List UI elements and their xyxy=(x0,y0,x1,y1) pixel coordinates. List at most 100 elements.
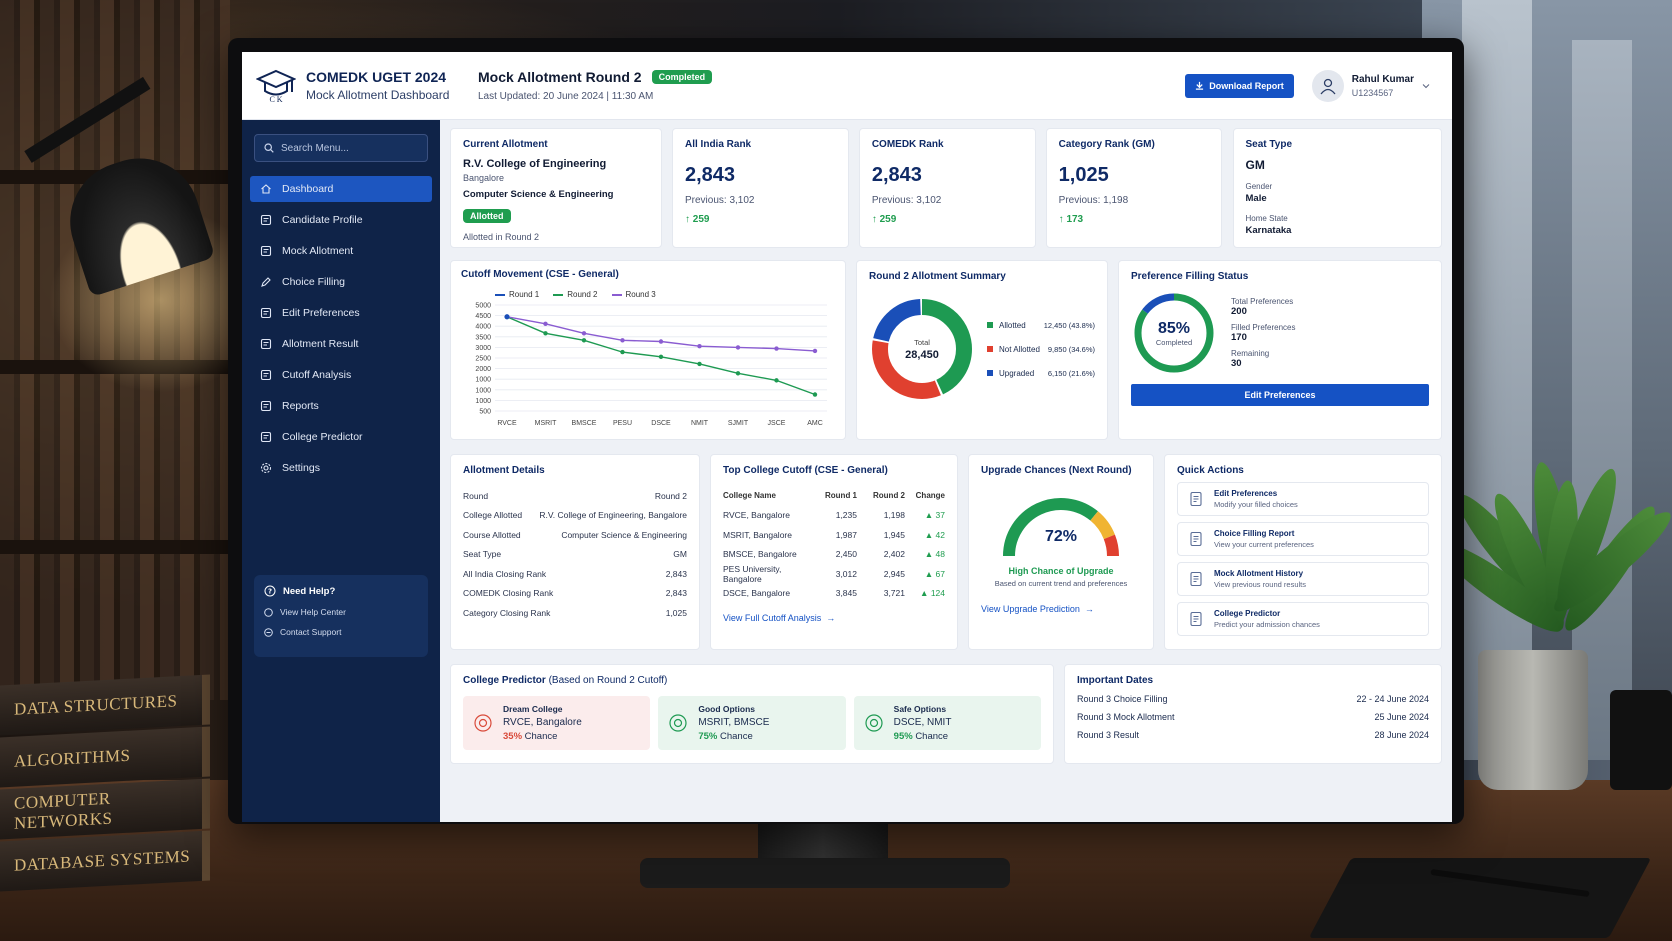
seat-type-title: Seat Type xyxy=(1245,139,1293,150)
data-point xyxy=(774,378,779,383)
sidebar-item-cutoff-analysis[interactable]: Cutoff Analysis xyxy=(250,362,432,388)
quick-action-edit-preferences[interactable]: Edit Preferences Modify your filled choic… xyxy=(1177,482,1429,516)
change-cell: ▲ 42 xyxy=(905,530,945,540)
support-icon xyxy=(264,627,273,637)
view-upgrade-prediction-link[interactable]: View Upgrade Prediction → xyxy=(981,604,1141,614)
y-tick-label: 1000 xyxy=(475,377,491,384)
detail-key: Round xyxy=(463,490,489,501)
detail-key: All India Closing Rank xyxy=(463,568,547,579)
sidebar-item-allotment-result[interactable]: Allotment Result xyxy=(250,331,432,357)
predictor-good-options[interactable]: Good Options MSRIT, BMSCE 75% Chance xyxy=(658,696,846,750)
table-row: MSRIT, Bangalore 1,987 1,945 ▲ 42 xyxy=(723,525,945,545)
view-cutoff-analysis-link[interactable]: View Full Cutoff Analysis → xyxy=(723,613,945,623)
sidebar-item-settings[interactable]: Settings xyxy=(250,455,432,481)
help-center-link[interactable]: View Help Center xyxy=(264,607,418,617)
legend-value: 12,450 (43.8%) xyxy=(1043,320,1095,330)
chevron-down-icon xyxy=(1422,83,1430,88)
search-input[interactable] xyxy=(281,142,411,154)
quick-action-title: Choice Filling Report xyxy=(1214,529,1295,538)
table-row: RVCE, Bangalore 1,235 1,198 ▲ 37 xyxy=(723,506,945,526)
change-cell: ▲ 124 xyxy=(905,588,945,598)
help-box: ? Need Help? View Help Center Contact Su… xyxy=(254,575,428,657)
main-content: Current Allotment R.V. College of Engine… xyxy=(440,120,1452,822)
filled-pref-value: 170 xyxy=(1231,332,1247,343)
contact-support-link[interactable]: Contact Support xyxy=(264,627,418,637)
sidebar-item-choice-filling[interactable]: Choice Filling xyxy=(250,269,432,295)
predictor-safe-options[interactable]: Safe Options DSCE, NMIT 95% Chance xyxy=(853,696,1041,750)
college-name-cell: PES University, Bangalore xyxy=(723,564,782,584)
x-tick-label: JSCE xyxy=(768,420,786,427)
important-dates-title: Important Dates xyxy=(1077,675,1154,686)
edit-preferences-button[interactable]: Edit Preferences xyxy=(1131,384,1429,406)
data-point xyxy=(620,349,625,355)
legend-value: 9,850 (34.6%) xyxy=(1047,344,1095,354)
brand[interactable]: C K COMEDK UGET 2024 Mock Allotment Dash… xyxy=(242,66,460,106)
data-point xyxy=(697,344,702,349)
allotment-details-list: Round Round 2 College Allotted R.V. College… xyxy=(463,486,687,623)
college-name-cell: DSCE, Bangalore xyxy=(723,588,791,599)
top-cutoff-table: College Name Round 1 Round 2 Change RVCE, Ba… xyxy=(723,486,945,603)
edit-icon xyxy=(260,307,272,319)
triangle-up-icon: ▲ xyxy=(924,569,936,579)
gender-label: Gender xyxy=(1245,182,1273,191)
detail-value: R.V. College of Engineering, Bangalore xyxy=(539,510,687,521)
legend-label: Allotted xyxy=(999,320,1026,330)
shelf-board xyxy=(0,540,230,554)
gauge-mid-arc xyxy=(1090,511,1115,540)
detail-row: All India Closing Rank 2,843 xyxy=(463,564,687,584)
rank-card: COMEDK Rank 2,843 Previous: 3,102 ↑ 259 xyxy=(858,128,1036,248)
data-point xyxy=(735,371,741,376)
triangle-up-icon: ▲ xyxy=(924,529,936,540)
sidebar-item-edit-preferences[interactable]: Edit Preferences xyxy=(250,300,432,326)
gear-icon xyxy=(260,462,272,474)
x-tick-label: PESU xyxy=(613,420,632,427)
help-circle-icon: ? xyxy=(264,585,276,597)
x-tick-label: AMC xyxy=(807,420,823,427)
view-upgrade-prediction-label: View Upgrade Prediction xyxy=(981,604,1080,614)
seat-type-value: GM xyxy=(1245,158,1265,172)
search-box[interactable] xyxy=(254,134,428,162)
predictor-dream-college[interactable]: Dream College RVCE, Bangalore 35% Chance xyxy=(463,696,651,750)
date-value: 28 June 2024 xyxy=(1374,730,1429,740)
arrow-up-icon: ↑ xyxy=(1058,214,1067,225)
current-allotment-title: Current Allotment xyxy=(463,139,548,150)
detail-key: Category Closing Rank xyxy=(463,607,551,618)
user-menu[interactable]: Rahul Kumar U1234567 xyxy=(1311,69,1430,102)
quick-action-choice-filling-report[interactable]: Choice Filling Report View your current p… xyxy=(1177,522,1429,556)
download-report-button[interactable]: Download Report xyxy=(1185,73,1294,98)
chart-legend: Round 1 Round 2 Round 3 xyxy=(495,290,835,299)
sidebar-item-candidate-profile[interactable]: Candidate Profile xyxy=(250,207,432,233)
rank-card: All India Rank 2,843 Previous: 3,102 ↑ 259 xyxy=(672,128,849,248)
upgrade-percent: 72% xyxy=(1044,528,1078,545)
legend-label: Not Allotted xyxy=(999,344,1040,354)
y-tick-label: 4500 xyxy=(475,313,491,320)
quick-action-mock-allotment-history[interactable]: Mock Allotment History View previous roun… xyxy=(1177,562,1429,596)
allotted-badge: Allotted xyxy=(463,209,511,223)
book-spine: DATABASE SYSTEMS xyxy=(0,830,210,892)
contact-support-label: Contact Support xyxy=(280,627,342,637)
sidebar-item-reports[interactable]: Reports xyxy=(250,393,432,419)
book-spine: ALGORITHMS xyxy=(0,726,210,788)
rank-previous: Previous: 3,102 xyxy=(871,195,942,206)
quick-action-college-predictor[interactable]: College Predictor Predict your admission … xyxy=(1177,602,1429,636)
remaining-label: Remaining xyxy=(1231,349,1270,358)
preference-status-card: Preference Filling Status 85% Completed … xyxy=(1118,260,1442,440)
sidebar-item-mock-allotment[interactable]: Mock Allotment xyxy=(250,238,432,264)
sidebar-item-dashboard[interactable]: Dashboard xyxy=(250,176,432,202)
triangle-up-icon: ▲ xyxy=(924,510,936,521)
rank-value: 1,025 xyxy=(1058,164,1109,186)
round2-cell: 1,945 xyxy=(883,529,905,540)
edit-doc-icon xyxy=(1190,491,1202,507)
result-icon xyxy=(260,338,272,350)
detail-key: COMEDK Closing Rank xyxy=(463,588,554,599)
rank-cards: All India Rank 2,843 Previous: 3,102 ↑ 259 C… xyxy=(672,128,1223,248)
last-updated: Last Updated: 20 June 2024 | 11:30 AM xyxy=(478,91,654,102)
sidebar-item-college-predictor[interactable]: College Predictor xyxy=(250,424,432,450)
svg-text:C K: C K xyxy=(269,95,282,104)
legend-item: Round 1 xyxy=(495,290,539,299)
id-card-icon xyxy=(260,214,272,226)
page-title: Mock Allotment Round 2 xyxy=(478,69,642,85)
chance-percent: 35% xyxy=(503,731,523,742)
sidebar-item-label: Settings xyxy=(282,462,320,474)
monitor-base xyxy=(640,858,1010,888)
